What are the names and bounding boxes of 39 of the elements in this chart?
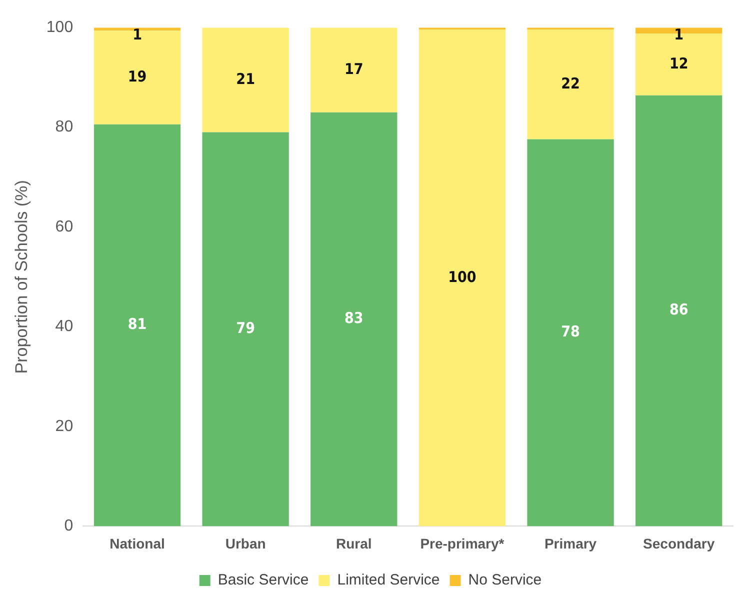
x-tick-label: Rural	[336, 535, 372, 552]
data-label: 1	[132, 25, 142, 44]
y-tick-label: 100	[46, 19, 74, 36]
x-tick-label: Secondary	[643, 535, 715, 552]
bar	[310, 112, 398, 526]
data-label: 22	[561, 74, 580, 92]
y-tick-label: 0	[64, 518, 74, 535]
y-axis-title: Proportion of Schools (%)	[12, 180, 31, 374]
y-tick-label: 80	[55, 118, 74, 136]
y-tick-label: 60	[55, 218, 74, 236]
data-label: 12	[669, 54, 688, 72]
x-tick-label: Primary	[544, 535, 597, 552]
bar	[527, 139, 614, 526]
data-label: 86	[669, 300, 688, 319]
legend-label: Limited Service	[337, 572, 440, 589]
x-tick-label: National	[110, 535, 165, 552]
bar	[636, 95, 722, 526]
legend-label: No Service	[468, 572, 542, 589]
bar	[527, 30, 614, 140]
data-label: 79	[236, 319, 255, 338]
x-tick-label: Urban	[225, 535, 266, 552]
bar	[418, 30, 506, 526]
data-label: 78	[561, 322, 580, 341]
x-tick-label: Pre-primary*	[420, 535, 505, 552]
data-label: 21	[236, 70, 255, 88]
bar	[94, 30, 181, 124]
y-tick-label: 40	[55, 318, 74, 336]
data-label: 17	[344, 60, 364, 78]
data-label: 83	[344, 309, 364, 328]
data-label: 100	[448, 268, 476, 286]
y-tick-label: 20	[55, 418, 74, 435]
legend-label: Basic Service	[218, 572, 309, 589]
data-label: 19	[128, 67, 147, 86]
data-label: 1	[674, 25, 684, 44]
bar	[202, 132, 289, 526]
bar	[202, 28, 289, 132]
bar	[94, 124, 181, 526]
bar	[310, 28, 398, 112]
data-label: 81	[128, 315, 147, 334]
